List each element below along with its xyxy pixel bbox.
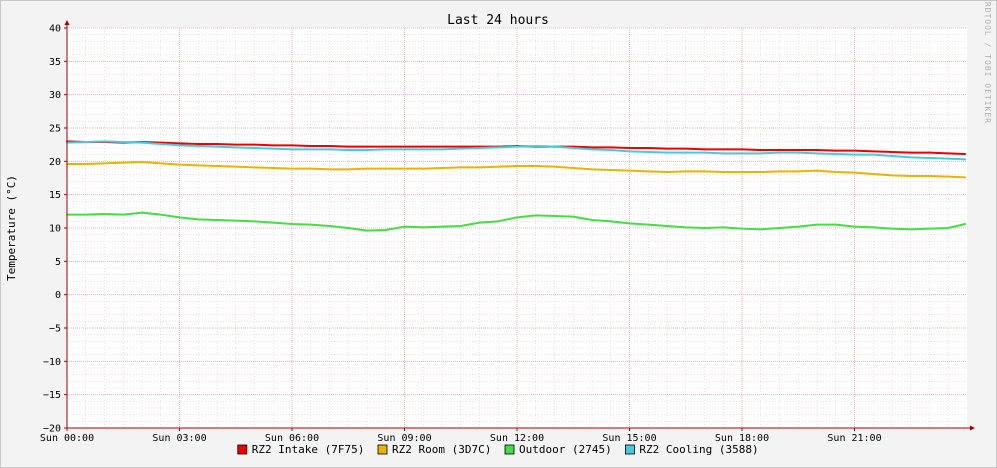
- y-tick-label: 10: [49, 224, 61, 235]
- series-line-rz2-cooling-3588: [66, 140, 967, 161]
- legend-label-rz2-intake-7f75: RZ2 Intake (7F75): [252, 443, 365, 456]
- y-tick-label: 25: [49, 124, 61, 135]
- x-axis-arrow: [970, 425, 975, 431]
- major-grid: [64, 27, 967, 431]
- legend-label-outdoor-2745: Outdoor (2745): [519, 443, 612, 456]
- legend-label-rz2-room-3d7c: RZ2 Room (3D7C): [392, 443, 491, 456]
- legend-swatch-rz2-intake-7f75: [237, 444, 248, 455]
- legend-swatch-rz2-room-3d7c: [377, 444, 388, 455]
- y-tick-label: 0: [55, 290, 61, 301]
- x-tick-labels: Sun 00:00 Sun 03:00 Sun 06:00 Sun 09:00 Sun …: [40, 433, 882, 444]
- x-tick-label: Sun 12:00: [490, 433, 544, 444]
- y-tick-label: −10: [43, 357, 61, 368]
- y-tick-label: 40: [49, 24, 61, 35]
- y-tick-labels: 40 35 30 25 20 15 10 5 0 −5 −10 −15 −20: [43, 24, 61, 435]
- y-tick-label: 20: [49, 157, 61, 168]
- axes: [64, 20, 975, 431]
- y-tick-label: 5: [55, 257, 61, 268]
- y-tick-label: 15: [49, 190, 61, 201]
- legend-label-rz2-cooling-3588: RZ2 Cooling (3588): [639, 443, 758, 456]
- legend-swatch-outdoor-2745: [504, 444, 515, 455]
- x-tick-label: Sun 21:00: [827, 433, 881, 444]
- series-line-rz2-room-3d7c: [66, 161, 967, 179]
- rrdtool-watermark: RRDTOOL / TOBI OETIKER: [983, 0, 992, 124]
- x-tick-label: Sun 03:00: [152, 433, 206, 444]
- y-tick-label: 30: [49, 90, 61, 101]
- y-tick-label: 35: [49, 57, 61, 68]
- series-layer: [66, 140, 967, 232]
- x-tick-label: Sun 09:00: [377, 433, 431, 444]
- legend: RZ2 Intake (7F75) RZ2 Room (3D7C) Outdoor …: [237, 443, 759, 456]
- x-tick-label: Sun 06:00: [265, 433, 319, 444]
- y-tick-label: −20: [43, 424, 61, 435]
- y-tick-label: −15: [43, 390, 61, 401]
- legend-swatch-rz2-cooling-3588: [625, 444, 635, 455]
- x-tick-label: Sun 18:00: [715, 433, 769, 444]
- series-line-outdoor-2745: [66, 211, 967, 232]
- y-axis-label: Temperature (°C): [5, 175, 18, 281]
- chart-title: Last 24 hours: [447, 13, 549, 28]
- x-tick-label: Sun 00:00: [40, 433, 94, 444]
- x-tick-label: Sun 15:00: [602, 433, 656, 444]
- y-tick-label: −5: [49, 324, 61, 335]
- y-axis-arrow: [64, 20, 70, 25]
